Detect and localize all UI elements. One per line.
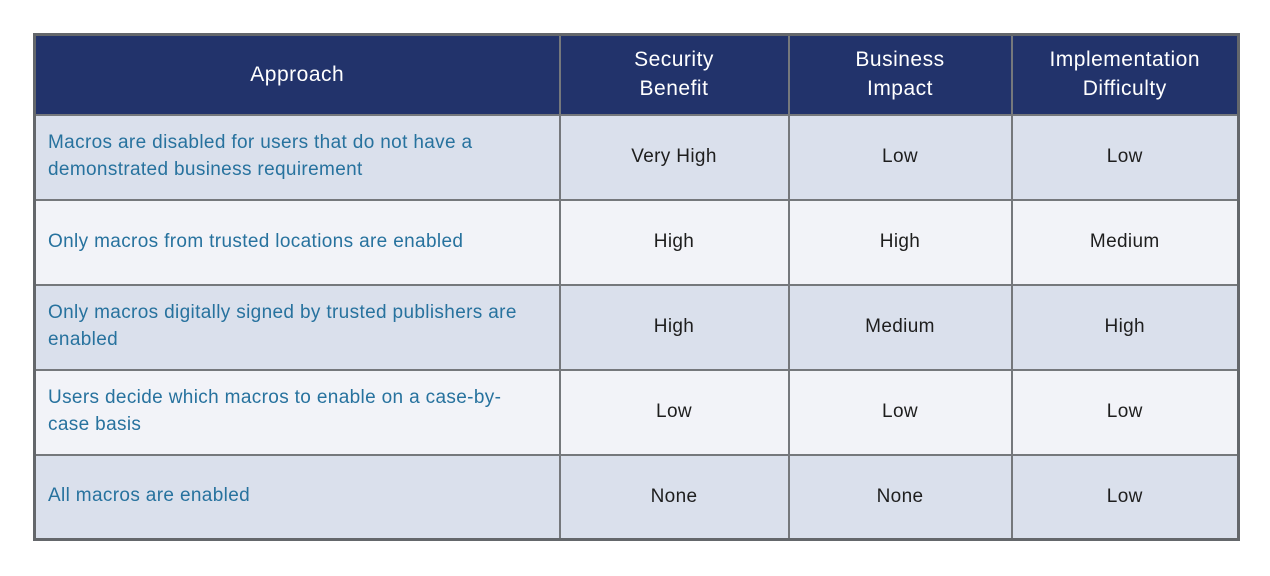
header-label: Approach: [250, 62, 345, 86]
macro-security-approaches-table: Approach Security Benefit Business Impac…: [33, 33, 1240, 541]
business-impact-cell: Low: [787, 368, 1013, 456]
column-header-approach: Approach: [33, 33, 561, 116]
approach-cell: Users decide which macros to enable on a…: [33, 368, 561, 456]
header-label: Impact: [866, 76, 934, 100]
column-header-business-impact: Business Impact: [787, 33, 1013, 116]
business-impact-cell: Low: [787, 113, 1013, 201]
security-benefit-cell: High: [558, 283, 790, 371]
implementation-difficulty-cell: Low: [1010, 113, 1240, 201]
table-row: Macros are disabled for users that do no…: [33, 113, 1240, 201]
security-benefit-cell: None: [558, 453, 790, 541]
table-row: Only macros digitally signed by trusted …: [33, 283, 1240, 371]
approach-cell: All macros are enabled: [33, 453, 561, 541]
header-label: Business: [855, 48, 945, 72]
header-label: Benefit: [639, 76, 709, 100]
header-row: Approach Security Benefit Business Impac…: [33, 33, 1240, 116]
security-benefit-cell: High: [558, 198, 790, 286]
approach-cell: Macros are disabled for users that do no…: [33, 113, 561, 201]
implementation-difficulty-cell: Medium: [1010, 198, 1240, 286]
table-row: All macros are enabled None None Low: [33, 453, 1240, 541]
header-label: Security: [634, 48, 714, 72]
business-impact-cell: None: [787, 453, 1013, 541]
header-label: Implementation: [1049, 48, 1201, 72]
implementation-difficulty-cell: Low: [1010, 368, 1240, 456]
approach-cell: Only macros from trusted locations are e…: [33, 198, 561, 286]
security-benefit-cell: Very High: [558, 113, 790, 201]
column-header-security-benefit: Security Benefit: [558, 33, 790, 116]
table-row: Users decide which macros to enable on a…: [33, 368, 1240, 456]
business-impact-cell: Medium: [787, 283, 1013, 371]
implementation-difficulty-cell: High: [1010, 283, 1240, 371]
table-row: Only macros from trusted locations are e…: [33, 198, 1240, 286]
business-impact-cell: High: [787, 198, 1013, 286]
implementation-difficulty-cell: Low: [1010, 453, 1240, 541]
column-header-implementation-difficulty: Implementation Difficulty: [1010, 33, 1240, 116]
approach-cell: Only macros digitally signed by trusted …: [33, 283, 561, 371]
header-label: Difficulty: [1082, 76, 1167, 100]
security-benefit-cell: Low: [558, 368, 790, 456]
